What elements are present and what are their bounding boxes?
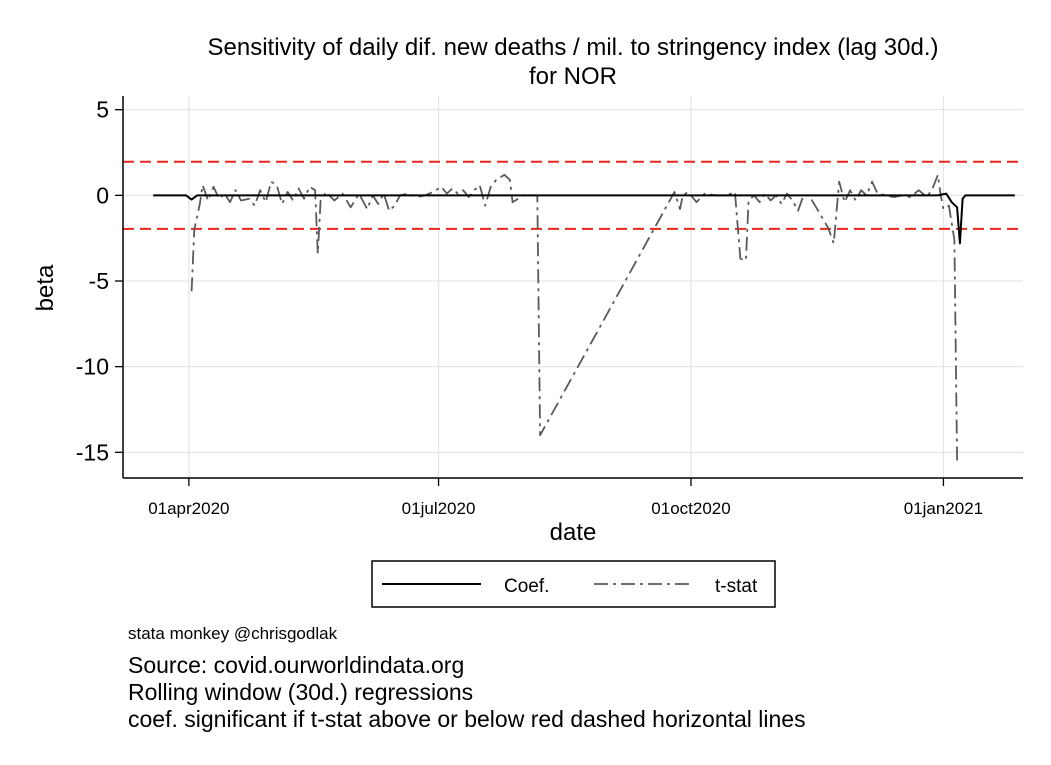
x-tick-label: 01oct2020 xyxy=(651,499,730,518)
y-tick-label: -15 xyxy=(76,439,109,465)
x-tick-label: 01apr2020 xyxy=(148,499,229,518)
chart-title: Sensitivity of daily dif. new deaths / m… xyxy=(207,34,938,61)
series-line-coef xyxy=(153,192,1015,245)
x-tick-label: 01jul2020 xyxy=(402,499,476,518)
legend-label-coef: Coef. xyxy=(504,576,549,597)
legend-label-tstat: t-stat xyxy=(715,576,758,597)
x-axis-label: date xyxy=(550,519,597,546)
explanation-note: coef. significant if t-stat above or bel… xyxy=(128,706,806,732)
reference-lines xyxy=(123,160,1023,230)
legend: Coef. t-stat xyxy=(371,560,776,608)
axes xyxy=(122,96,1023,479)
x-axis-ticks: 01apr2020 01jul2020 01oct2020 01jan2021 xyxy=(148,478,983,518)
chart-subtitle: for NOR xyxy=(529,63,617,90)
series-line-t-stat xyxy=(190,173,958,461)
series-lines xyxy=(153,173,1015,461)
y-axis-label: beta xyxy=(32,264,59,311)
y-tick-label: 5 xyxy=(96,97,109,123)
y-tick-label: 0 xyxy=(96,182,109,208)
y-axis-ticks: 5 0 -5 -10 -15 xyxy=(76,97,123,465)
grid-lines xyxy=(123,96,1023,478)
chart-svg: Sensitivity of daily dif. new deaths / m… xyxy=(32,34,1023,608)
credit-note: stata monkey @chrisgodlak xyxy=(128,624,338,643)
method-note: Rolling window (30d.) regressions xyxy=(128,679,474,705)
x-tick-label: 01jan2021 xyxy=(904,499,983,518)
y-tick-label: -10 xyxy=(76,354,109,380)
source-note: Source: covid.ourworldindata.org xyxy=(128,652,465,678)
y-tick-label: -5 xyxy=(89,268,109,294)
